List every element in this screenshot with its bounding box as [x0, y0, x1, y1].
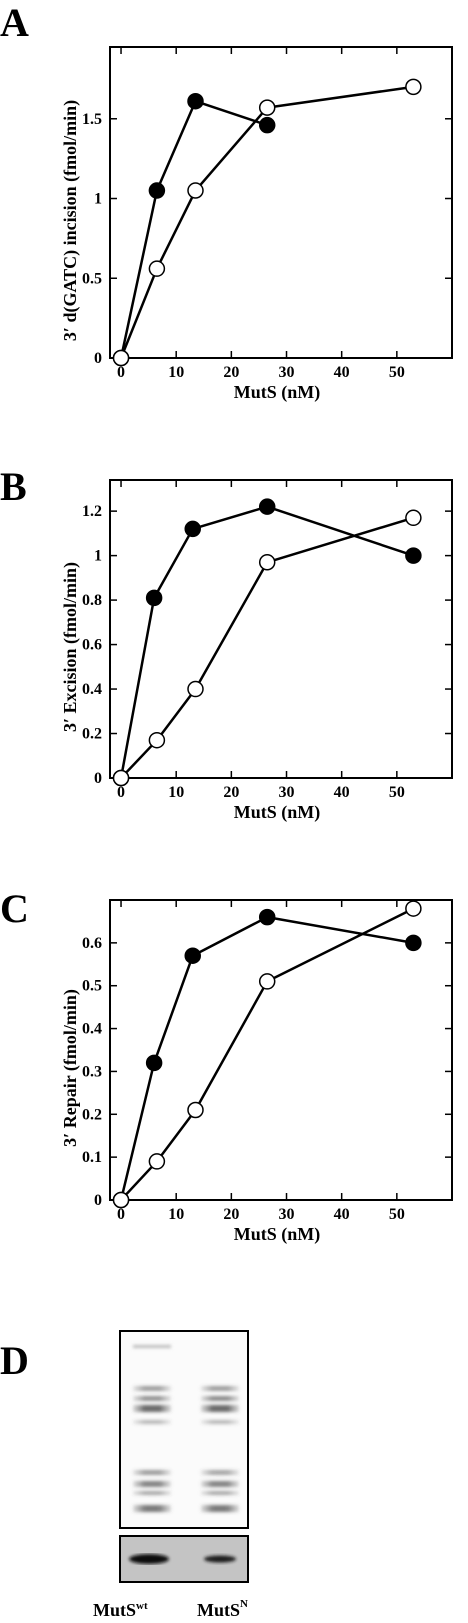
data-point-open: [187, 680, 204, 698]
x-axis-label: MutS (nM): [234, 382, 321, 403]
data-point-filled: [148, 182, 166, 199]
panel-letter-a: A: [0, 0, 29, 45]
y-tick-label: 0.4: [82, 681, 102, 698]
y-tick-label: 0.8: [82, 592, 102, 609]
series-line-open: [120, 907, 414, 1201]
data-point-filled: [187, 92, 204, 110]
y-tick-label: 0: [94, 1192, 102, 1209]
x-tick-label: 20: [223, 1206, 239, 1223]
y-tick-label: 1: [94, 548, 102, 565]
data-point-open: [405, 509, 422, 527]
x-tick-label: 50: [389, 1206, 405, 1223]
x-tick-label: 40: [334, 364, 350, 381]
x-axis-label: MutS (nM): [234, 1224, 321, 1245]
data-point-open: [148, 731, 166, 749]
data-point-filled: [258, 498, 276, 515]
x-tick-label: 10: [168, 1206, 184, 1223]
chart-panel-c: C 0 10 20 30 40 50 0 0.1 0.2 0.3 0.4 0.5 0.6 MutS (nM)…: [0, 886, 453, 1245]
y-tick-label: 0.5: [82, 270, 102, 287]
y-tick-label: 0.6: [82, 637, 102, 654]
y-axis-label: 3′ d(GATC) incision (fmol/min): [60, 100, 81, 341]
data-point-filled: [184, 520, 201, 538]
panel-letter-b: B: [0, 464, 27, 509]
plot-frame: [109, 479, 453, 779]
chart-panel-b: B 0 10 20 30 40 50 0 0.2 0.4 0.6 0.8 1 1.2 MutS (nM) 3′…: [0, 464, 453, 823]
gel-panel: D MutSwt MutSN: [0, 1330, 249, 1620]
x-tick-label: 0: [117, 784, 125, 801]
data-point-filled: [405, 547, 422, 564]
y-tick-label: 0: [94, 350, 102, 367]
x-tick-label: 50: [389, 784, 405, 801]
plot-frame: [109, 46, 453, 359]
series-line-filled: [119, 915, 414, 1201]
y-tick-label: 0.2: [82, 1106, 102, 1123]
data-point-open: [148, 260, 166, 277]
data-point-filled: [184, 947, 201, 964]
data-point-open: [405, 78, 422, 96]
series-line-filled: [119, 505, 414, 779]
series-line-filled: [119, 99, 268, 359]
y-tick-label: 1: [94, 191, 102, 208]
x-tick-label: 40: [334, 784, 350, 801]
x-tick-label: 30: [279, 784, 295, 801]
x-tick-label: 30: [279, 1206, 295, 1223]
data-point-open: [148, 1153, 166, 1170]
y-tick-label: 0.4: [82, 1021, 102, 1038]
x-axis-label: MutS (nM): [234, 802, 321, 823]
data-point-filled: [258, 908, 276, 926]
data-point-open: [258, 973, 276, 990]
data-point-open: [405, 900, 422, 917]
y-tick-label: 1.2: [82, 503, 102, 520]
y-tick-label: 0.5: [82, 978, 102, 995]
x-tick-label: 20: [223, 364, 239, 381]
data-point-open: [258, 554, 276, 571]
chart-panel-a: A 0 10 20 30 40 50 0 0.5 1 1.5 MutS (nM) 3′ d(GATC) …: [0, 0, 453, 403]
y-axis-label: 3′ Repair (fmol/min): [60, 989, 81, 1147]
y-tick-label: 0.2: [82, 726, 102, 743]
gel-lower-bands: [129, 1554, 236, 1564]
y-tick-label: 0.1: [82, 1149, 102, 1166]
x-tick-label: 40: [334, 1206, 350, 1223]
data-point-filled: [405, 934, 422, 952]
data-point-open: [112, 1191, 130, 1209]
y-tick-label: 0.3: [82, 1063, 102, 1080]
panel-letter-c: C: [0, 886, 29, 931]
data-point-filled: [145, 589, 163, 607]
data-point-filled: [258, 116, 276, 134]
gel-upper-bands: [133, 1345, 239, 1512]
x-tick-label: 0: [117, 1206, 125, 1223]
data-point-open: [187, 182, 204, 199]
x-tick-label: 30: [279, 364, 295, 381]
x-tick-label: 10: [168, 364, 184, 381]
y-tick-label: 0.6: [82, 935, 102, 952]
x-tick-label: 0: [117, 364, 125, 381]
y-tick-label: 1.5: [82, 111, 102, 128]
y-tick-label: 0: [94, 770, 102, 787]
panel-letter-d: D: [0, 1338, 29, 1383]
data-point-open: [187, 1101, 204, 1119]
gel-lane-label-n: MutSN: [197, 1598, 248, 1620]
gel-lane-label-wt: MutSwt: [93, 1600, 148, 1620]
gel-upper-frame: [119, 1330, 249, 1529]
y-axis-label: 3′ Excision (fmol/min): [60, 562, 81, 732]
data-point-open: [112, 769, 130, 787]
x-tick-label: 20: [223, 784, 239, 801]
x-tick-label: 10: [168, 784, 184, 801]
data-point-open: [112, 349, 130, 367]
data-point-open: [258, 99, 276, 116]
x-tick-label: 50: [389, 364, 405, 381]
data-point-filled: [145, 1054, 163, 1072]
plot-frame: [109, 899, 453, 1201]
